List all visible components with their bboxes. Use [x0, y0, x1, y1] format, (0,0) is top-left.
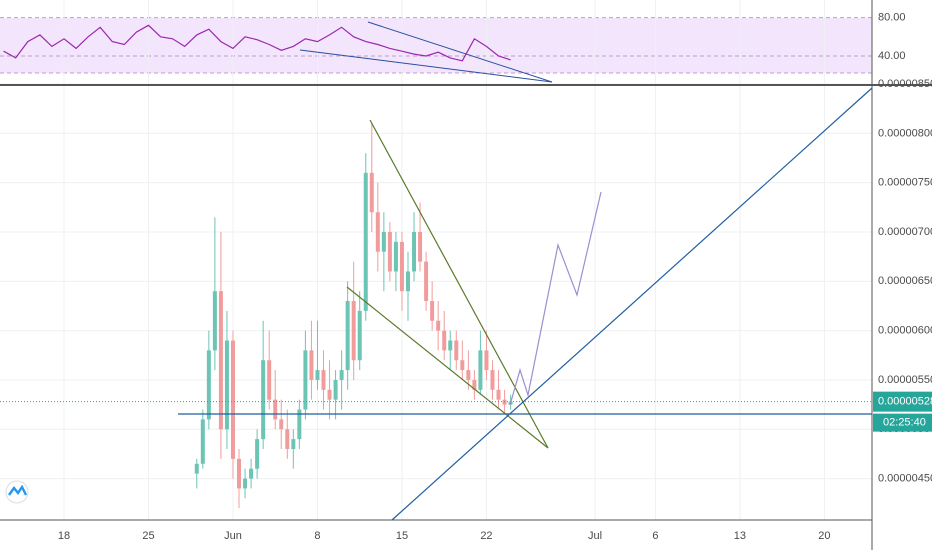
trend-line	[391, 87, 873, 521]
candle-body	[442, 330, 447, 351]
wedge-line	[369, 119, 549, 449]
candle-body	[405, 271, 410, 292]
candle-body	[333, 379, 338, 400]
candle-body	[454, 340, 459, 361]
candle-body	[418, 232, 423, 262]
candle-body	[339, 370, 344, 380]
rsi-line	[3, 24, 511, 62]
candle-body	[466, 370, 471, 380]
x-tick-label: 15	[396, 530, 408, 542]
candle-body	[285, 429, 290, 449]
candle-body	[484, 350, 489, 371]
x-tick-label: 8	[314, 530, 320, 542]
candle-body	[327, 389, 332, 400]
candle-body	[369, 172, 374, 213]
candle-body	[321, 370, 326, 390]
rsi-trendline	[299, 49, 553, 83]
candle-body	[261, 360, 266, 440]
candle-body	[351, 301, 356, 361]
x-tick-label: 20	[818, 530, 830, 542]
candle-body	[345, 301, 350, 371]
candle-body	[206, 350, 211, 420]
candle-body	[393, 241, 398, 272]
last-price-box	[873, 391, 932, 412]
y-tick-label: 0.00000800	[878, 127, 932, 139]
y-tick-label: 0.00000850	[878, 78, 932, 90]
countdown-box	[873, 413, 932, 432]
drawings	[178, 21, 873, 521]
y-tick-label: 0.00000600	[878, 325, 932, 337]
candle-body	[243, 478, 248, 489]
x-tick-label: 6	[652, 530, 658, 542]
candle-body	[297, 409, 302, 440]
candle-body	[496, 389, 501, 400]
x-tick-label: 18	[58, 530, 70, 542]
candle-body	[224, 340, 229, 430]
labels: 80.00 40.00 0.00000850 0.00000800 0.00000750…	[58, 12, 932, 542]
rsi-trendline	[367, 21, 553, 83]
candle-body	[387, 232, 392, 272]
candle-body	[472, 379, 477, 390]
candle-body	[448, 340, 453, 351]
candle-body	[249, 468, 254, 479]
candle-body	[357, 310, 362, 361]
candle-body	[237, 458, 242, 489]
candle-body	[363, 172, 368, 311]
candle-body	[218, 291, 223, 430]
rsi-tick-label: 40.00	[878, 50, 906, 62]
candle-body	[490, 370, 495, 390]
candle-body	[412, 232, 417, 272]
candle-body	[424, 261, 429, 302]
x-tick-label: 13	[734, 530, 746, 542]
y-tick-label: 0.00000700	[878, 226, 932, 238]
candle-body	[303, 350, 308, 410]
y-tick-label: 0.00000450	[878, 472, 932, 484]
wedge-line	[346, 286, 549, 449]
countdown-label: 02:25:40	[883, 417, 926, 429]
x-tick-label: 25	[142, 530, 154, 542]
candle-body	[478, 350, 483, 390]
candle-body	[399, 241, 404, 292]
candle-body	[381, 232, 386, 252]
y-tick-label: 0.00000750	[878, 177, 932, 189]
candle-body	[315, 370, 320, 380]
last-price-label: 0.00000528	[878, 396, 932, 408]
candle-body	[230, 340, 235, 459]
candle-body	[460, 360, 465, 371]
x-tick-label: 22	[480, 530, 492, 542]
candle-body	[267, 360, 272, 400]
candle-body	[309, 350, 314, 380]
grid	[0, 0, 872, 520]
candle-body	[279, 419, 284, 430]
candle-body	[291, 439, 296, 449]
candle-body	[194, 463, 199, 474]
x-tick-label: Jul	[588, 530, 602, 542]
rsi-band	[0, 18, 872, 73]
candle-body	[212, 291, 217, 351]
candle-body	[375, 212, 380, 252]
rsi-tick-label: 80.00	[878, 12, 906, 24]
y-tick-label: 0.00000550	[878, 374, 932, 386]
candle-body	[436, 320, 441, 331]
candle-body	[430, 301, 435, 321]
y-tick-label: 0.00000650	[878, 275, 932, 287]
candle-body	[273, 399, 278, 420]
candle-body	[200, 419, 205, 464]
x-tick-label: Jun	[224, 530, 242, 542]
candle-body	[255, 439, 260, 469]
marks	[0, 24, 872, 509]
logo-icon	[8, 484, 28, 496]
projection-path	[509, 191, 602, 406]
